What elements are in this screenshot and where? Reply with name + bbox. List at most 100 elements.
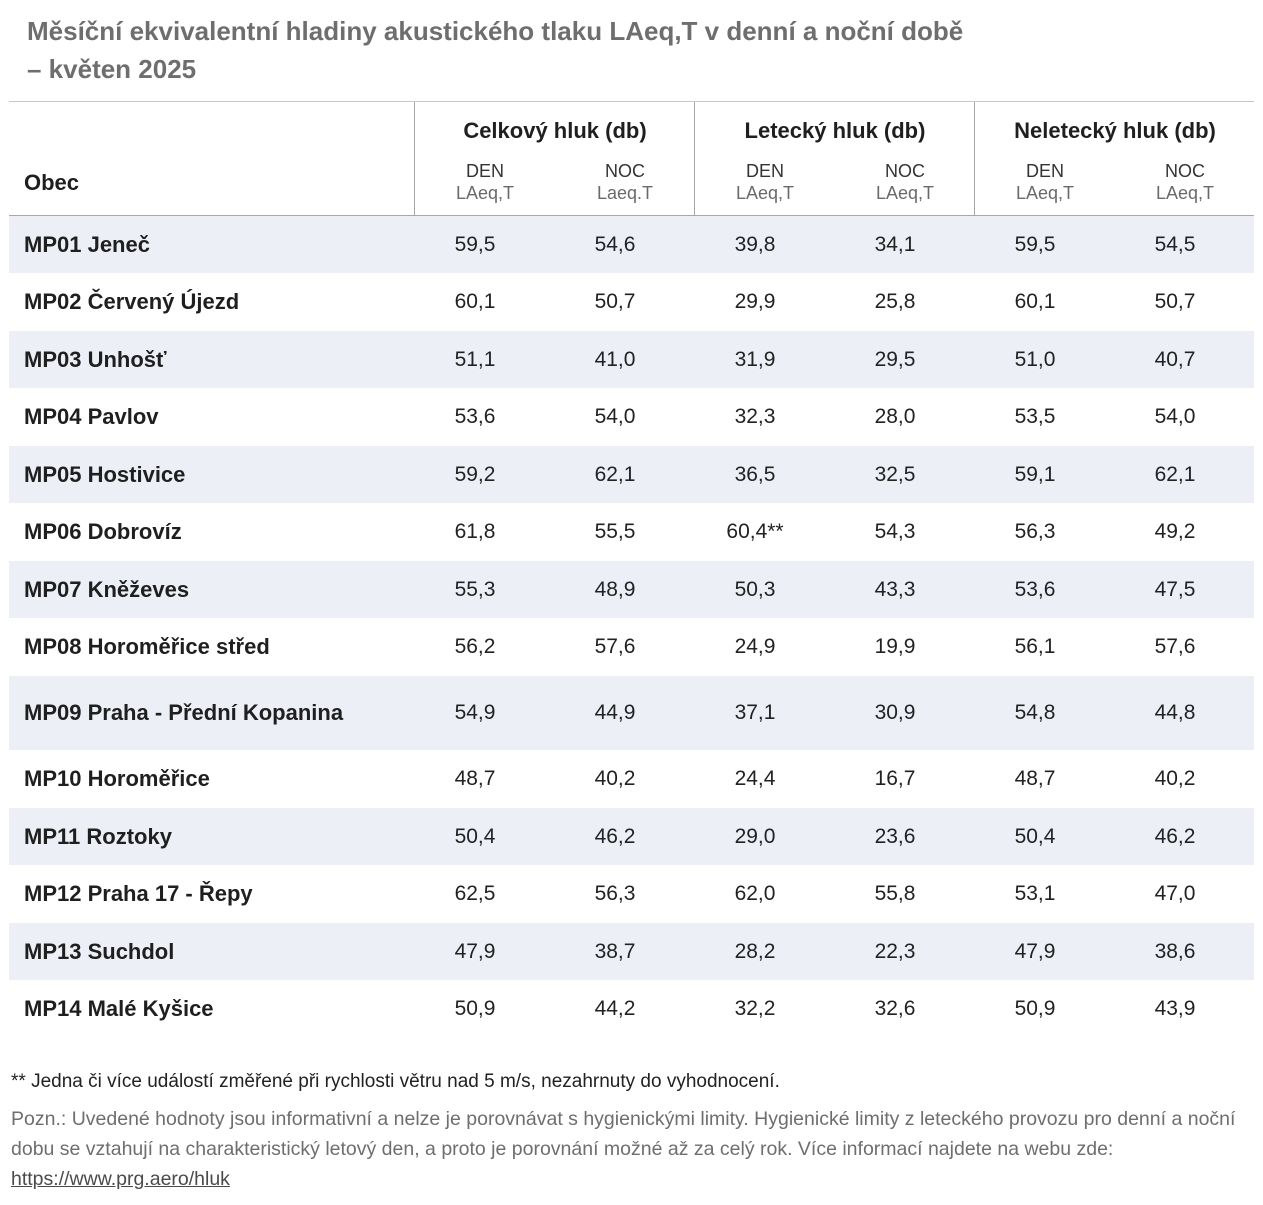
group-neletecky: Neletecký hluk (db) DEN LAeq,T NOC LAeq,…: [974, 102, 1255, 215]
subheader-den-unit: LAeq,T: [735, 183, 795, 203]
value-cell: 32,3: [734, 405, 776, 428]
value-cell: 40,2: [1154, 767, 1196, 790]
value-cell: 24,9: [734, 635, 776, 658]
title-line-2: – květen 2025: [27, 54, 197, 84]
value-cell: 54,6: [594, 232, 636, 256]
table-row: MP07 Kněževes 55,3 48,9 50,3 43,3 53,6 47,5: [9, 561, 1254, 618]
table-row: MP12 Praha 17 - Řepy 62,5 56,3 62,0 55,8 53,1…: [9, 865, 1254, 923]
value-cell: 54,0: [594, 405, 636, 428]
table-body: MP01 Jeneč 59,5 54,6 39,8 34,1 59,5 54,5 MP02 Č…: [9, 216, 1254, 1038]
column-header-obec: Obec: [24, 170, 80, 195]
value-cell: 38,7: [594, 939, 636, 963]
row-name: MP13 Suchdol: [24, 938, 175, 964]
row-name: MP01 Jeneč: [24, 231, 150, 257]
value-cell: 48,9: [594, 577, 636, 601]
table-row: MP05 Hostivice 59,2 62,1 36,5 32,5 59,1 62,1: [9, 446, 1254, 503]
value-cell: 53,6: [1014, 577, 1056, 601]
value-cell: 38,6: [1154, 939, 1196, 963]
table-row: MP09 Praha - Přední Kopanina 54,9 44,9 37,1…: [9, 676, 1254, 750]
value-cell: 32,2: [734, 997, 776, 1020]
page-title: Měsíční ekvivalentní hladiny akustického…: [27, 12, 1127, 88]
subheader-den-label: DEN: [1025, 161, 1064, 181]
row-name: MP11 Roztoky: [24, 823, 172, 849]
value-cell: 49,2: [1154, 520, 1196, 543]
value-cell: 44,2: [594, 997, 636, 1020]
value-cell: 56,3: [594, 882, 636, 905]
value-cell: 59,5: [1014, 232, 1056, 256]
value-cell: 25,8: [874, 290, 916, 313]
value-cell: 47,5: [1154, 577, 1196, 601]
table-row: MP06 Dobrovíz 61,8 55,5 60,4** 54,3 56,3 49,2: [9, 503, 1254, 561]
value-cell: 50,7: [1154, 290, 1196, 313]
value-cell: 62,0: [734, 882, 776, 905]
row-name: MP03 Unhošť: [24, 346, 167, 372]
value-cell: 50,3: [734, 577, 776, 601]
value-cell: 51,1: [454, 347, 496, 371]
value-cell: 44,9: [594, 701, 636, 724]
row-name: MP07 Kněževes: [24, 576, 190, 602]
value-cell: 44,8: [1154, 701, 1196, 724]
row-name: MP06 Dobrovíz: [24, 519, 182, 544]
value-cell: 62,1: [1154, 462, 1196, 486]
value-cell: 59,1: [1014, 462, 1056, 486]
note-link[interactable]: https://www.prg.aero/hluk: [11, 1168, 230, 1190]
value-cell: 56,2: [454, 635, 496, 658]
note: Pozn.: Uvedené hodnoty jsou informativní…: [11, 1104, 1256, 1194]
value-cell: 16,7: [874, 767, 916, 790]
top-rule: [9, 101, 1254, 102]
subheader-noc-label: NOC: [605, 161, 645, 181]
value-cell: 29,9: [734, 290, 776, 313]
row-name: MP02 Červený Újezd: [24, 289, 240, 314]
value-cell: 53,6: [454, 405, 496, 428]
value-cell: 36,5: [734, 462, 776, 486]
value-cell: 56,3: [1014, 520, 1056, 543]
value-cell: 30,9: [874, 701, 916, 724]
value-cell: 50,9: [1014, 997, 1056, 1020]
value-cell: 48,7: [454, 767, 496, 790]
row-name: MP08 Horoměřice střed: [24, 634, 270, 659]
value-cell: 53,1: [1014, 882, 1056, 905]
value-cell: 23,6: [874, 824, 916, 848]
title-line-1: Měsíční ekvivalentní hladiny akustického…: [27, 16, 964, 46]
value-cell: 28,2: [734, 939, 776, 963]
value-cell: 62,1: [594, 462, 636, 486]
subheader-den-label: DEN: [745, 161, 784, 181]
subheader-noc-unit: LAeq,T: [1155, 183, 1215, 203]
value-cell: 43,9: [1154, 997, 1196, 1020]
group-letecky: Letecký hluk (db) DEN LAeq,T NOC LAeq,T: [694, 102, 975, 215]
table-row: MP08 Horoměřice střed 56,2 57,6 24,9 19,9 56,…: [9, 618, 1254, 676]
table-row: MP01 Jeneč 59,5 54,6 39,8 34,1 59,5 54,5: [9, 216, 1254, 273]
value-cell: 40,7: [1154, 347, 1196, 371]
table-header: Obec Celkový hluk (db) DEN LAeq,T NOC La…: [9, 102, 1254, 216]
value-cell: 28,0: [874, 405, 916, 428]
subheader-noc-unit: LAeq,T: [875, 183, 935, 203]
value-cell: 47,9: [454, 939, 496, 963]
value-cell: 50,4: [454, 824, 496, 848]
group-title: Celkový hluk (db): [463, 118, 647, 143]
value-cell: 34,1: [874, 232, 916, 256]
table-row: MP10 Horoměřice 48,7 40,2 24,4 16,7 48,7 40,2: [9, 750, 1254, 808]
value-cell: 57,6: [1154, 635, 1196, 658]
value-cell: 54,5: [1154, 232, 1196, 256]
value-cell: 46,2: [1154, 824, 1196, 848]
value-cell: 40,2: [594, 767, 636, 790]
value-cell: 54,8: [1014, 701, 1056, 724]
row-name: MP04 Pavlov: [24, 404, 159, 429]
value-cell: 54,3: [874, 520, 916, 543]
subheader-den-unit: LAeq,T: [1015, 183, 1075, 203]
group-title: Neletecký hluk (db): [1014, 118, 1216, 143]
value-cell: 61,8: [454, 520, 496, 543]
value-cell: 50,7: [594, 290, 636, 313]
footnote: ** Jedna či více událostí změřené při ry…: [11, 1071, 780, 1092]
value-cell: 32,6: [874, 997, 916, 1020]
table-row: MP04 Pavlov 53,6 54,0 32,3 28,0 53,5 54,0: [9, 388, 1254, 446]
value-cell: 39,8: [734, 232, 776, 256]
subheader-noc: NOC Laeq.T: [555, 160, 695, 204]
value-cell: 60,1: [1014, 290, 1056, 313]
table-row: MP14 Malé Kyšice 50,9 44,2 32,2 32,6 50,9 43,9: [9, 980, 1254, 1038]
value-cell: 51,0: [1014, 347, 1056, 371]
subheader-noc-label: NOC: [1165, 161, 1205, 181]
value-cell: 53,5: [1014, 405, 1056, 428]
value-cell: 60,4**: [726, 520, 784, 543]
subheader-noc: NOC LAeq,T: [835, 160, 975, 204]
